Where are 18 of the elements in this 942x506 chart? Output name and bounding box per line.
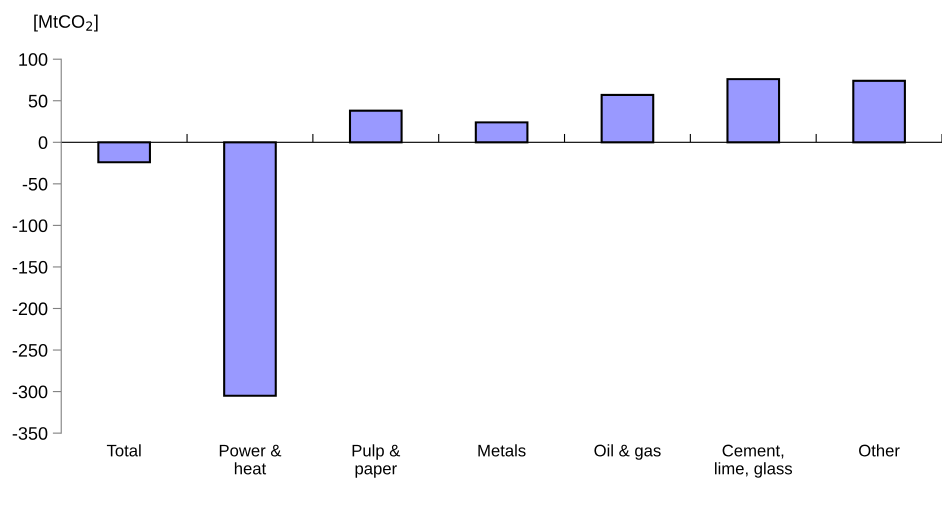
y-tick-label: -200 — [12, 302, 48, 316]
y-axis-title: [MtCO$_{2}$] — [34, 14, 98, 32]
y-tick-label: -150 — [12, 260, 48, 274]
x-tick-label: Total — [106, 444, 141, 456]
y-tick-label: 0 — [38, 136, 48, 150]
y-tick-label: -300 — [12, 386, 48, 398]
y-tick-label: -50 — [22, 178, 48, 191]
x-tick-label: Other — [859, 444, 900, 456]
x-tick-label: Pulp & paper — [352, 444, 400, 478]
y-tick-label: -350 — [12, 427, 48, 440]
y-tick-label: 100 — [19, 53, 48, 66]
x-tick-label: Oil & gas — [594, 444, 661, 460]
y-tick-label: -250 — [12, 344, 48, 357]
y-tick-label: 50 — [28, 94, 48, 108]
y-tick-label: -100 — [12, 219, 48, 232]
x-tick-label: Metals — [478, 444, 526, 456]
x-tick-label: Cement, lime, glass — [715, 444, 792, 478]
x-tick-label: Power & heat — [220, 444, 282, 474]
